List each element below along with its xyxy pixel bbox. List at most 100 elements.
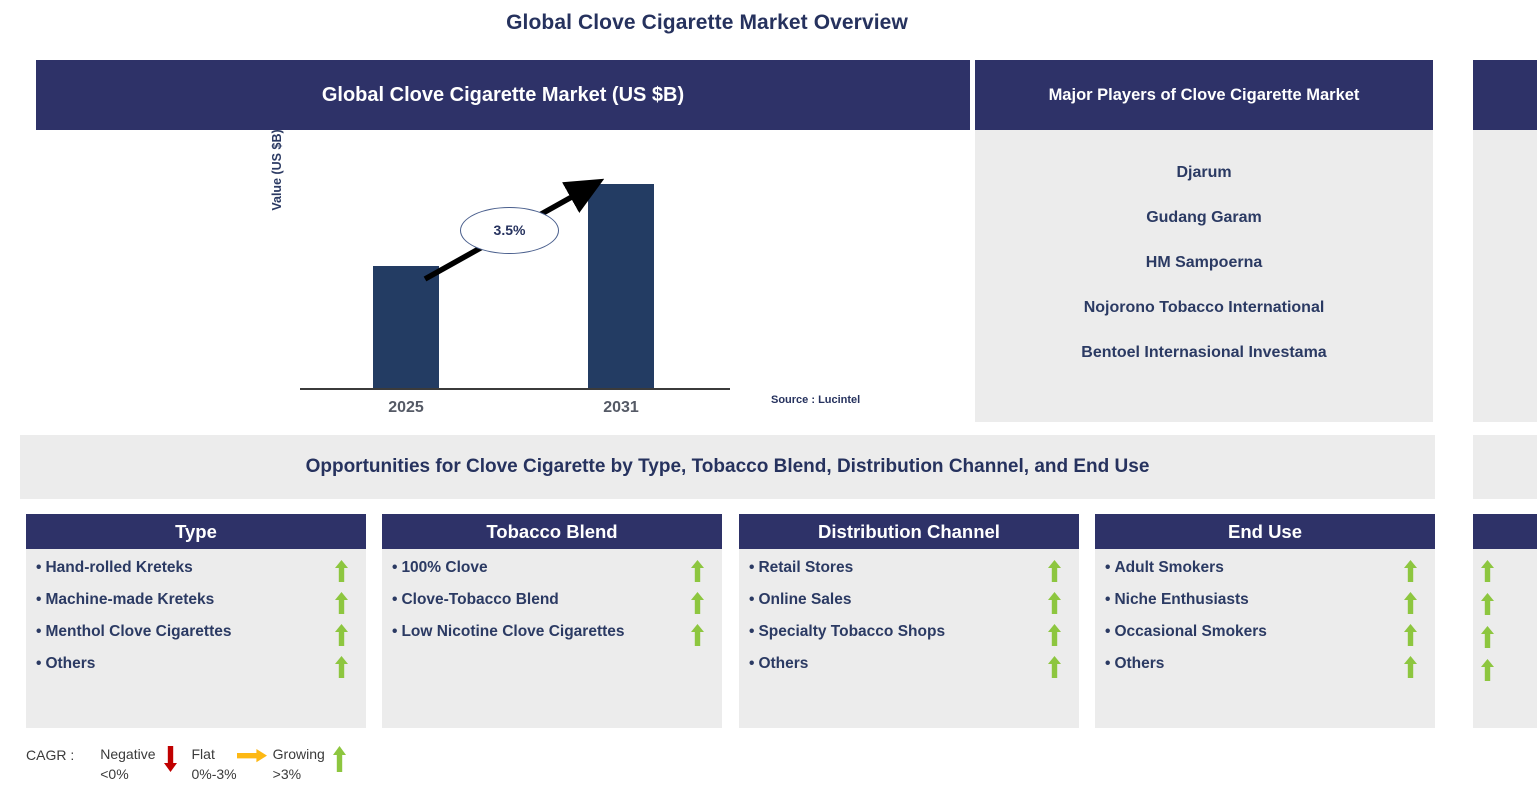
bullet-icon: • xyxy=(392,591,398,608)
list-item xyxy=(1473,592,1537,625)
trend-indicator-growing xyxy=(330,559,352,582)
card-header: Distribution Channel xyxy=(739,514,1079,549)
legend-icon-growing xyxy=(325,744,355,772)
list-item: Nojorono Tobacco International xyxy=(1083,298,1325,316)
trend-indicator-growing xyxy=(330,655,352,678)
arrow-up-icon xyxy=(334,592,348,614)
list-item-label: • Retail Stores xyxy=(749,559,1043,576)
chart-y-axis-label: Value (US $B) xyxy=(270,129,284,211)
card-header: Tobacco Blend xyxy=(382,514,722,549)
bullet-icon: • xyxy=(749,623,755,640)
list-item: • Menthol Clove Cigarettes xyxy=(26,623,366,655)
trend-indicator-growing xyxy=(330,623,352,646)
category-card-tobacco-blend: Tobacco Blend • 100% Clove • Clove-Tobacco… xyxy=(382,514,722,728)
cagr-legend: CAGR : Negative <0% Flat 0%-3% Growing >… xyxy=(26,744,361,785)
arrow-up-icon xyxy=(1481,560,1494,582)
list-item-label: • Adult Smokers xyxy=(1105,559,1399,576)
list-item: • Specialty Tobacco Shops xyxy=(739,623,1079,655)
legend-item-flat: Flat 0%-3% xyxy=(192,744,267,785)
card-list: • Hand-rolled Kreteks • Machine-made Krete… xyxy=(26,549,366,687)
bullet-icon: • xyxy=(36,655,42,672)
arrow-up-icon xyxy=(690,560,704,582)
opportunities-title: Opportunities for Clove Cigarette by Typ… xyxy=(305,456,1150,477)
arrow-up-icon xyxy=(1403,656,1417,678)
trend-indicator-growing xyxy=(1043,591,1065,614)
arrow-up-icon xyxy=(1047,656,1061,678)
list-item-text: Others xyxy=(1114,655,1165,672)
list-item-text: 100% Clove xyxy=(401,559,488,576)
card-list: • 100% Clove • Clove-Tobacco Blend • Low Ni… xyxy=(382,549,722,655)
arrow-up-icon xyxy=(1481,593,1494,615)
arrow-up-icon xyxy=(334,560,348,582)
trend-indicator-growing xyxy=(1043,559,1065,582)
arrow-up-icon xyxy=(1047,560,1061,582)
legend-item-range: <0% xyxy=(100,766,129,783)
category-card-end-use: End Use • Adult Smokers • Niche Enthusiast… xyxy=(1095,514,1435,728)
list-item: Bentoel Internasional Investama xyxy=(1081,343,1327,361)
legend-item-text: Growing >3% xyxy=(273,744,325,785)
list-item: • Machine-made Kreteks xyxy=(26,591,366,623)
major-players-list: Djarum Gudang Garam HM Sampoerna Nojoron… xyxy=(975,130,1433,375)
bullet-icon: • xyxy=(749,559,755,576)
list-item: • Online Sales xyxy=(739,591,1079,623)
opportunities-band: Opportunities for Clove Cigarette by Typ… xyxy=(20,435,1435,499)
legend-item-growing: Growing >3% xyxy=(273,744,355,785)
list-item-text: Others xyxy=(45,655,96,672)
list-item-label: • Occasional Smokers xyxy=(1105,623,1399,640)
list-item: • Niche Enthusiasts xyxy=(1095,591,1435,623)
list-item-text: Niche Enthusiasts xyxy=(1114,591,1249,608)
card-header xyxy=(1473,514,1537,549)
arrow-up-icon xyxy=(333,746,347,772)
list-item-text: Clove-Tobacco Blend xyxy=(401,591,559,608)
arrow-up-icon xyxy=(1047,624,1061,646)
list-item-label: • Clove-Tobacco Blend xyxy=(392,591,686,608)
arrow-up-icon xyxy=(690,624,704,646)
list-item-label: • Specialty Tobacco Shops xyxy=(749,623,1043,640)
card-header: Type xyxy=(26,514,366,549)
list-item-label: • Others xyxy=(749,655,1043,672)
trend-indicator-growing xyxy=(1043,655,1065,678)
list-item: HM Sampoerna xyxy=(1145,253,1263,271)
chart-panel-header: Global Clove Cigarette Market (US $B) xyxy=(36,60,970,130)
list-item-text: Occasional Smokers xyxy=(1114,623,1267,640)
bullet-icon: • xyxy=(36,591,42,608)
card-list: • Adult Smokers • Niche Enthusiasts • Occas… xyxy=(1095,549,1435,687)
trend-indicator-growing xyxy=(1043,623,1065,646)
bullet-icon: • xyxy=(749,655,755,672)
clipped-panel-body xyxy=(1473,130,1537,422)
cagr-legend-label: CAGR : xyxy=(26,747,75,763)
list-item: Gudang Garam xyxy=(1146,208,1262,226)
cagr-value-bubble: 3.5% xyxy=(460,207,559,254)
arrow-down-icon xyxy=(164,746,177,772)
list-item: • Occasional Smokers xyxy=(1095,623,1435,655)
list-item: • Others xyxy=(739,655,1079,687)
legend-item-range: >3% xyxy=(272,766,302,783)
list-item-label: • Others xyxy=(1105,655,1399,672)
category-card-distribution-channel: Distribution Channel • Retail Stores • Onl… xyxy=(739,514,1079,728)
source-note: Source : Lucintel xyxy=(771,394,861,406)
legend-item-text: Negative <0% xyxy=(100,744,155,785)
list-item xyxy=(1473,625,1537,658)
list-item-label: • 100% Clove xyxy=(392,559,686,576)
list-item-label: • Niche Enthusiasts xyxy=(1105,591,1399,608)
arrow-up-icon xyxy=(1047,592,1061,614)
legend-item-name: Flat xyxy=(191,746,215,762)
bullet-icon: • xyxy=(1105,623,1111,640)
list-item-text: Machine-made Kreteks xyxy=(45,591,215,608)
list-item-text: Online Sales xyxy=(758,591,852,608)
arrow-up-icon xyxy=(690,592,704,614)
arrow-up-icon xyxy=(1403,560,1417,582)
list-item-label: • Low Nicotine Clove Cigarettes xyxy=(392,623,686,640)
arrow-up-icon xyxy=(334,624,348,646)
list-item: • Others xyxy=(1095,655,1435,687)
list-item-label: • Hand-rolled Kreteks xyxy=(36,559,330,576)
bar-label-2031: 2031 xyxy=(603,399,639,416)
bullet-icon: • xyxy=(1105,559,1111,576)
list-item-text: Adult Smokers xyxy=(1114,559,1224,576)
list-item-label: • Online Sales xyxy=(749,591,1043,608)
list-item-text: Others xyxy=(758,655,809,672)
arrow-up-icon xyxy=(334,656,348,678)
arrow-up-icon xyxy=(1403,624,1417,646)
legend-item-name: Growing xyxy=(272,746,325,762)
bar-2031 xyxy=(588,184,654,388)
